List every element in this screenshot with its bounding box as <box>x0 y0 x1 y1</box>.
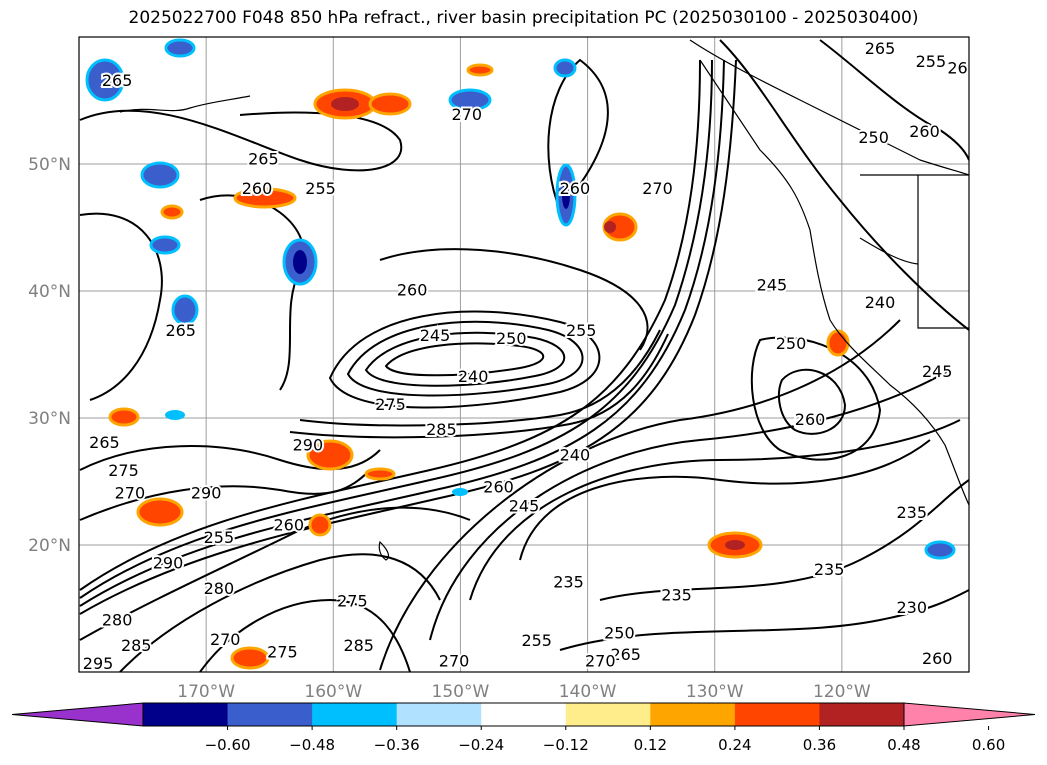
contour-label: 265 <box>865 39 896 58</box>
graticule <box>79 37 969 672</box>
contour-label: 285 <box>121 636 152 655</box>
contour-label: 290 <box>293 435 324 454</box>
contour-label: 275 <box>337 592 368 611</box>
latitude-label: 40°N <box>28 282 71 302</box>
contour-label: 260 <box>560 179 591 198</box>
latitude-label: 50°N <box>28 155 71 175</box>
contour-label: 240 <box>560 446 591 465</box>
latitude-label: 20°N <box>28 536 71 556</box>
latitude-labels: 50°N 40°N 30°N 20°N <box>28 155 71 556</box>
contour-label: 265 <box>102 71 133 90</box>
contour-label: 255 <box>916 52 947 71</box>
colorbar-tick-label: 0.24 <box>718 736 751 754</box>
colorbar-tick-label: −0.48 <box>289 736 335 754</box>
contour-label: 265 <box>248 150 279 169</box>
colorbar: −0.60 −0.48 −0.36 −0.24 −0.12 0.12 0.24 0.36 0.4… <box>11 702 1036 754</box>
contour-label: 265 <box>165 321 196 340</box>
contour-label: 255 <box>305 179 336 198</box>
contour-label: 260 <box>242 179 273 198</box>
colorbar-extend-high <box>903 702 1036 727</box>
colorbar-frame <box>142 702 905 727</box>
contour-label: 260 <box>922 649 953 668</box>
contour-label: 240 <box>458 367 489 386</box>
contour-label: 250 <box>604 623 635 642</box>
colorbar-tick-label: 0.12 <box>634 736 667 754</box>
contour-label: 260 <box>483 477 514 496</box>
colorbar-extend-low <box>11 702 144 727</box>
contour-label: 255 <box>521 631 552 650</box>
colorbar-segment <box>819 703 905 726</box>
latitude-label: 30°N <box>28 409 71 429</box>
contour-label: 245 <box>922 362 953 381</box>
contour-label: 260 <box>274 515 305 534</box>
contour-label: 250 <box>496 329 527 348</box>
coastlines <box>119 39 969 561</box>
map-title: 2025022700 F048 850 hPa refract., river … <box>128 8 919 28</box>
contour-label: 295 <box>83 654 114 673</box>
colorbar-segment <box>481 703 567 726</box>
contour-label: 245 <box>509 496 540 515</box>
contour-label: 275 <box>108 461 139 480</box>
contour-label: 255 <box>204 528 235 547</box>
longitude-label: 150°W <box>432 682 490 702</box>
contour-label: 235 <box>897 503 928 522</box>
longitude-label: 170°W <box>177 682 235 702</box>
contour-label: 255 <box>566 321 597 340</box>
contour-label: 250 <box>858 128 889 147</box>
colorbar-segment <box>734 703 820 726</box>
contour-label: 260 <box>947 58 978 77</box>
contour-label: 280 <box>204 579 235 598</box>
refractivity-contours <box>79 39 969 672</box>
colorbar-tick-label: 0.60 <box>972 736 1005 754</box>
colorbar-tick-label: −0.36 <box>374 736 420 754</box>
longitude-labels: 170°W 160°W 150°W 140°W 130°W 120°W <box>177 682 871 702</box>
contour-label: 275 <box>267 642 298 661</box>
colorbar-tick-label: −0.12 <box>543 736 589 754</box>
contour-label: 275 <box>375 395 406 414</box>
colorbar-segment <box>565 703 651 726</box>
contour-label: 270 <box>642 179 673 198</box>
colorbar-tick-label: −0.24 <box>458 736 504 754</box>
contour-label: 235 <box>661 585 692 604</box>
contour-label: 265 <box>610 645 641 664</box>
longitude-label: 120°W <box>813 682 871 702</box>
colorbar-tick-label: −0.60 <box>205 736 251 754</box>
longitude-label: 140°W <box>559 682 617 702</box>
plot-frame <box>78 36 970 673</box>
contour-label: 250 <box>776 334 807 353</box>
contour-label: 270 <box>115 484 146 503</box>
contour-label: 270 <box>439 651 470 670</box>
contour-label: 235 <box>814 560 845 579</box>
contour-label: 245 <box>757 275 788 294</box>
colorbar-segment <box>143 703 229 726</box>
contour-label: 235 <box>553 573 584 592</box>
contour-label: 260 <box>909 122 940 141</box>
colorbar-segment <box>650 703 736 726</box>
contour-label: 285 <box>343 636 374 655</box>
contour-label: 265 <box>89 433 120 452</box>
contour-label: 285 <box>426 420 457 439</box>
contour-label: 290 <box>191 484 222 503</box>
longitude-label: 160°W <box>304 682 362 702</box>
contour-label: 245 <box>420 326 451 345</box>
contour-label: 270 <box>452 105 483 124</box>
colorbar-tick-label: 0.36 <box>803 736 836 754</box>
contour-label: 270 <box>585 651 616 670</box>
precipitation-pc-shading <box>85 38 956 670</box>
contour-label: 230 <box>897 598 928 617</box>
colorbar-segment <box>227 703 313 726</box>
longitude-label: 130°W <box>686 682 744 702</box>
contour-label: 280 <box>102 611 133 630</box>
contour-label: 270 <box>210 630 241 649</box>
contour-label: 240 <box>865 293 896 312</box>
contour-label: 290 <box>153 554 184 573</box>
colorbar-tick-label: 0.48 <box>887 736 920 754</box>
colorbar-segment <box>312 703 398 726</box>
colorbar-segment <box>396 703 482 726</box>
contour-label: 260 <box>397 281 428 300</box>
contour-label: 260 <box>795 410 826 429</box>
